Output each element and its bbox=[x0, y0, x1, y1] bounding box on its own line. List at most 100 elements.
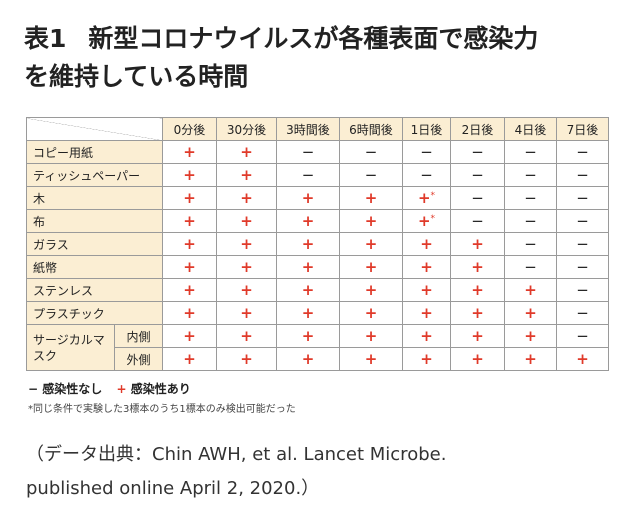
minus-mark: − bbox=[364, 166, 378, 184]
column-header: 2日後 bbox=[450, 117, 505, 141]
cell-infectious: + bbox=[450, 347, 505, 371]
column-header: 0分後 bbox=[162, 117, 217, 141]
cell-infectious: + bbox=[162, 324, 217, 348]
row-label: プラスチック bbox=[26, 301, 163, 325]
plus-mark: + bbox=[471, 258, 484, 276]
cell-not-infectious: − bbox=[556, 209, 609, 233]
row-label: 木 bbox=[26, 186, 163, 210]
minus-mark: − bbox=[576, 189, 589, 207]
row-label: ティッシュペーパー bbox=[26, 163, 163, 187]
cell-infectious: + bbox=[276, 255, 340, 279]
cell-infectious: +* bbox=[402, 209, 451, 233]
plus-mark: + bbox=[420, 281, 433, 299]
plus-mark: + bbox=[364, 327, 378, 345]
cell-not-infectious: − bbox=[402, 163, 451, 187]
plus-mark: + bbox=[420, 304, 433, 322]
cell-infectious: + bbox=[450, 301, 505, 325]
cell-not-infectious: − bbox=[556, 140, 609, 164]
legend: − 感染性なし + 感染性あり bbox=[28, 380, 191, 397]
plus-mark: + bbox=[364, 189, 378, 207]
cell-not-infectious: − bbox=[556, 186, 609, 210]
legend-minus-symbol: − bbox=[28, 382, 39, 396]
cell-infectious: + bbox=[162, 140, 217, 164]
cell-infectious: + bbox=[402, 301, 451, 325]
plus-mark: + bbox=[417, 212, 431, 230]
plus-mark: + bbox=[301, 189, 315, 207]
cell-infectious: + bbox=[339, 186, 403, 210]
cell-infectious: + bbox=[162, 163, 217, 187]
plus-mark: + bbox=[301, 235, 315, 253]
cell-infectious: + bbox=[339, 232, 403, 256]
minus-mark: − bbox=[420, 143, 433, 161]
column-header: 1日後 bbox=[402, 117, 451, 141]
title-line-2: を維持している時間 bbox=[24, 62, 249, 91]
cell-infectious: + bbox=[162, 186, 217, 210]
table-row: 外側 + + + + + + + + bbox=[27, 347, 609, 371]
cell-infectious: + bbox=[216, 209, 277, 233]
plus-mark: + bbox=[420, 327, 433, 345]
plus-mark: + bbox=[301, 304, 315, 322]
plus-mark: + bbox=[364, 304, 378, 322]
cell-not-infectious: − bbox=[556, 163, 609, 187]
cell-infectious: + bbox=[450, 255, 505, 279]
cell-infectious: + bbox=[162, 347, 217, 371]
cell-not-infectious: − bbox=[556, 324, 609, 348]
cell-infectious: + bbox=[339, 301, 403, 325]
plus-mark: + bbox=[183, 212, 196, 230]
subrow-label: 内側 bbox=[114, 324, 163, 348]
column-header: 4日後 bbox=[504, 117, 557, 141]
footnote: *同じ条件で実験した3標本のうち1標本のみ検出可能だった bbox=[28, 404, 296, 415]
table-row: ガラス + + + + + + − − bbox=[26, 232, 609, 256]
plus-mark: + bbox=[524, 281, 537, 299]
cell-not-infectious: − bbox=[276, 140, 340, 164]
plus-mark: + bbox=[240, 189, 253, 207]
minus-mark: − bbox=[301, 166, 315, 184]
cell-infectious: + bbox=[504, 347, 557, 371]
cell-infectious: + bbox=[162, 209, 217, 233]
plus-mark: + bbox=[183, 166, 196, 184]
plus-mark: + bbox=[420, 258, 433, 276]
cell-not-infectious: − bbox=[276, 163, 340, 187]
cell-infectious: + bbox=[402, 278, 451, 302]
plus-mark: + bbox=[183, 327, 196, 345]
minus-mark: − bbox=[524, 212, 537, 230]
group-label: サージカルマスク bbox=[26, 324, 115, 371]
column-header: 3時間後 bbox=[276, 117, 340, 141]
table-row: 木 + + + + +* − − − bbox=[26, 186, 609, 210]
minus-mark: − bbox=[524, 166, 537, 184]
cell-infectious: + bbox=[450, 278, 505, 302]
cell-not-infectious: − bbox=[504, 140, 557, 164]
source-line-1: （データ出典：Chin AWH, et al. Lancet Microbe. bbox=[26, 444, 447, 465]
column-header: 30分後 bbox=[216, 117, 277, 141]
plus-mark: + bbox=[183, 143, 196, 161]
cell-not-infectious: − bbox=[450, 140, 505, 164]
table-row: プラスチック + + + + + + + − bbox=[26, 301, 609, 325]
plus-mark: + bbox=[183, 281, 196, 299]
plus-mark: + bbox=[183, 258, 196, 276]
survival-table: 0分後 30分後 3時間後 6時間後 1日後 2日後 4日後 7日後 コピー用紙 + + − − − − −… bbox=[26, 117, 609, 371]
plus-mark: + bbox=[240, 258, 253, 276]
cell-not-infectious: − bbox=[556, 232, 609, 256]
cell-not-infectious: − bbox=[450, 209, 505, 233]
row-label: ステンレス bbox=[26, 278, 163, 302]
source-citation: （データ出典：Chin AWH, et al. Lancet Microbe. … bbox=[26, 438, 626, 506]
plus-mark: + bbox=[420, 350, 433, 368]
cell-not-infectious: − bbox=[450, 163, 505, 187]
plus-mark: + bbox=[301, 350, 315, 368]
minus-mark: − bbox=[364, 143, 378, 161]
legend-plus-label: 感染性あり bbox=[130, 382, 191, 396]
table-row: コピー用紙 + + − − − − − − bbox=[26, 140, 609, 164]
cell-infectious: + bbox=[216, 347, 277, 371]
cell-infectious: + bbox=[504, 324, 557, 348]
cell-infectious: + bbox=[276, 324, 340, 348]
minus-mark: − bbox=[576, 143, 589, 161]
cell-infectious: + bbox=[276, 209, 340, 233]
cell-infectious: + bbox=[162, 232, 217, 256]
plus-mark: + bbox=[240, 350, 253, 368]
cell-infectious: + bbox=[450, 324, 505, 348]
plus-mark: + bbox=[364, 281, 378, 299]
cell-infectious: + bbox=[339, 255, 403, 279]
plus-mark: + bbox=[301, 327, 315, 345]
minus-mark: − bbox=[524, 258, 537, 276]
table-row: 紙幣 + + + + + + − − bbox=[26, 255, 609, 279]
